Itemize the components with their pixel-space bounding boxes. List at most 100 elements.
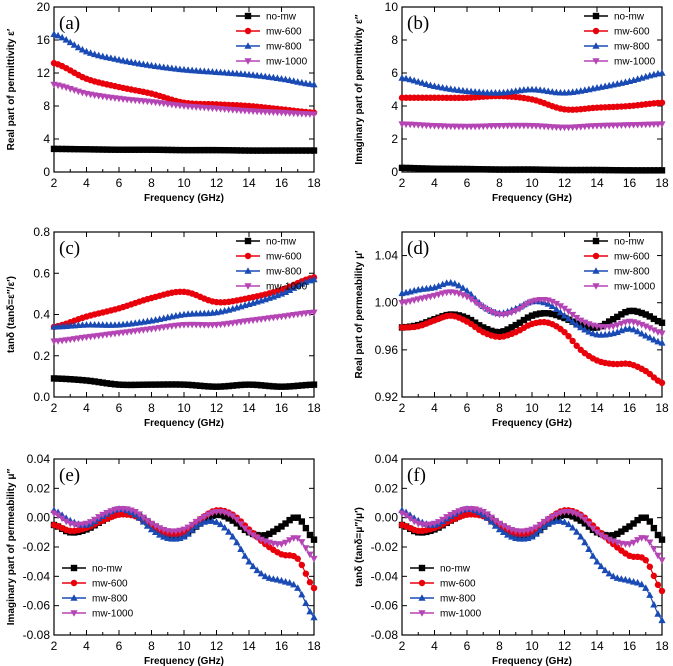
data-point <box>241 381 249 388</box>
data-point <box>658 557 666 564</box>
data-point <box>144 381 151 388</box>
data-point <box>152 381 159 388</box>
data-point <box>233 516 241 524</box>
data-point <box>221 147 228 154</box>
data-point <box>451 279 459 287</box>
data-point <box>658 167 666 174</box>
data-point <box>642 331 650 339</box>
data-point <box>418 79 426 86</box>
data-point <box>237 381 245 389</box>
data-point <box>253 566 261 574</box>
data-point <box>225 511 233 518</box>
data-point <box>625 576 634 584</box>
data-point <box>536 526 544 533</box>
data-point <box>180 526 188 534</box>
data-point <box>310 147 318 154</box>
data-point <box>439 516 447 524</box>
data-point <box>107 146 115 153</box>
data-point <box>609 323 617 331</box>
data-point <box>451 165 459 173</box>
legend-label: mw-800 <box>92 594 128 605</box>
data-point <box>487 309 495 316</box>
data-point <box>415 165 422 172</box>
x-tick-label: 10 <box>177 176 191 190</box>
data-point <box>306 381 314 389</box>
data-point <box>262 382 269 389</box>
data-point <box>294 535 302 542</box>
data-point <box>156 531 164 538</box>
data-point <box>443 165 450 173</box>
x-tick-label: 14 <box>590 639 604 653</box>
y-tick-label: -0.04 <box>371 569 399 583</box>
y-axis-label: tanδ (tanδ=μ″/μ′) <box>354 507 365 587</box>
data-point <box>553 311 560 319</box>
data-point <box>508 533 516 540</box>
data-point <box>217 146 224 154</box>
data-point <box>249 532 257 539</box>
data-point <box>310 381 318 388</box>
y-axis-label: Real part of permittivity ε′ <box>6 28 17 150</box>
data-point <box>50 375 58 382</box>
data-point <box>310 584 318 592</box>
data-point <box>306 147 314 154</box>
data-point <box>160 533 168 540</box>
series-mw-800 <box>398 505 666 624</box>
y-tick-label: -0.04 <box>23 569 51 583</box>
series-mw-1000 <box>398 121 666 132</box>
x-tick-label: 4 <box>431 176 438 190</box>
data-point <box>306 531 314 539</box>
data-point <box>410 518 418 526</box>
data-point <box>646 539 654 547</box>
data-point <box>626 523 633 530</box>
data-point <box>290 382 297 390</box>
data-point <box>208 517 217 524</box>
data-point <box>245 381 253 388</box>
data-point <box>115 146 123 153</box>
data-point <box>618 528 625 535</box>
data-point <box>650 315 658 323</box>
data-point <box>180 146 188 154</box>
x-tick-label: 12 <box>210 639 224 653</box>
data-point <box>286 537 294 544</box>
x-tick-label: 18 <box>655 639 669 653</box>
data-point <box>229 382 236 389</box>
x-axis-label: Frequency (GHz) <box>492 418 572 429</box>
data-point <box>642 514 649 521</box>
data-point <box>569 311 577 319</box>
data-point <box>439 290 447 298</box>
legend: no-mw mw-600 mw-800 mw-1000 <box>410 564 482 620</box>
data-point <box>634 578 642 586</box>
data-point <box>642 584 650 591</box>
data-point <box>310 555 318 563</box>
data-point <box>249 562 257 570</box>
data-point <box>577 532 585 540</box>
data-point <box>257 382 265 389</box>
data-point <box>569 337 576 345</box>
data-point <box>548 298 556 306</box>
data-point <box>62 518 70 526</box>
data-point <box>439 165 446 173</box>
data-point <box>290 77 298 84</box>
data-point <box>286 76 294 84</box>
data-point <box>565 166 572 174</box>
y-tick-label: -0.08 <box>23 628 51 642</box>
data-point <box>581 516 589 524</box>
x-tick-label: 8 <box>496 401 503 415</box>
data-point <box>475 166 483 173</box>
y-axis-label: Imaginary part of permeability μ″ <box>6 469 17 626</box>
data-point <box>78 521 87 529</box>
data-point <box>75 145 82 153</box>
data-point <box>638 309 645 317</box>
data-point <box>54 145 62 153</box>
x-tick-label: 4 <box>431 401 438 415</box>
data-point <box>504 531 512 538</box>
data-point <box>589 166 597 174</box>
x-tick-label: 10 <box>177 401 191 415</box>
legend-marker <box>592 252 600 260</box>
data-point <box>410 297 418 304</box>
y-tick-label: 0.96 <box>375 343 399 357</box>
data-point <box>524 314 532 321</box>
y-tick-label: 1.04 <box>375 249 399 263</box>
data-point <box>617 320 625 328</box>
legend-marker <box>418 594 426 601</box>
